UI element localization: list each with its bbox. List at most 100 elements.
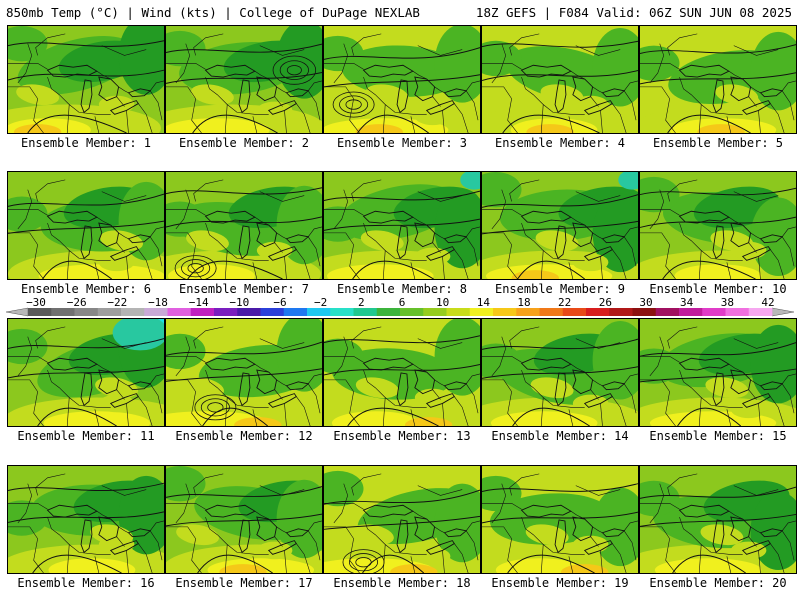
temperature-region [350, 524, 394, 546]
political-border [600, 110, 603, 133]
temperature-region [540, 84, 584, 106]
political-border [733, 338, 779, 349]
political-border [482, 232, 518, 279]
political-border [307, 530, 321, 561]
political-border [324, 356, 364, 363]
political-border [592, 86, 603, 94]
height-contour [187, 263, 204, 274]
colorbar-swatch [400, 308, 424, 316]
political-border [575, 191, 621, 202]
political-border [770, 249, 785, 279]
political-border [781, 226, 796, 237]
political-border [205, 516, 228, 573]
height-contour [324, 489, 480, 505]
political-border [432, 536, 441, 547]
height-contour [640, 187, 796, 196]
colorbar-swatch [167, 308, 192, 316]
temperature-region [592, 193, 638, 273]
colorbar-tick-label: 34 [680, 296, 694, 309]
political-border [758, 110, 761, 133]
colorbar-swatch [609, 308, 633, 316]
political-border [592, 379, 603, 387]
political-border [649, 336, 665, 377]
political-border [69, 104, 111, 115]
ensemble-member-map [639, 171, 797, 280]
political-border [442, 256, 445, 279]
height-contour [357, 114, 429, 133]
temperature-region [181, 377, 224, 399]
political-border [47, 516, 70, 573]
political-border [575, 338, 621, 349]
political-border [96, 70, 111, 80]
height-contour [677, 407, 742, 426]
political-border [640, 86, 676, 133]
political-border [193, 33, 224, 56]
political-border [434, 379, 445, 387]
temperature-region [560, 564, 609, 573]
political-border [640, 526, 676, 573]
temperature-region [434, 26, 480, 103]
political-border [454, 543, 469, 573]
great-lakes-outline [572, 516, 594, 542]
political-border [118, 379, 129, 387]
political-border [728, 70, 743, 80]
political-border [333, 336, 349, 377]
ensemble-member-map [481, 25, 639, 134]
colorbar-tick-label: −10 [229, 296, 249, 309]
political-border [276, 526, 287, 534]
great-lakes-outline [759, 381, 784, 391]
political-border [101, 45, 147, 56]
temperature-region [331, 411, 419, 426]
height-contour [352, 260, 434, 279]
political-border [758, 403, 761, 426]
great-lakes-outline [554, 372, 567, 407]
political-border [575, 485, 621, 496]
height-contour [324, 74, 480, 88]
great-lakes-outline [362, 210, 414, 224]
colorbar-swatch [748, 308, 773, 316]
great-lakes-outline [204, 64, 256, 78]
colorbar-tick-label: 26 [599, 296, 612, 309]
ensemble-member-map [165, 318, 323, 427]
great-lakes-outline [204, 357, 256, 371]
great-lakes-outline [583, 246, 613, 261]
ensemble-member-map [323, 318, 481, 427]
political-border [482, 209, 522, 216]
temperature-region [526, 124, 574, 133]
political-border [770, 543, 785, 573]
political-border [296, 396, 311, 426]
political-border [138, 396, 153, 426]
political-border [521, 76, 544, 133]
political-border [17, 483, 33, 524]
temperature-map [640, 172, 796, 279]
colorbar-right-arrow [771, 307, 795, 317]
political-border [118, 232, 129, 240]
temperature-region [414, 107, 451, 126]
temperature-region [8, 328, 48, 365]
political-border [126, 403, 129, 426]
great-lakes-outline [520, 504, 572, 518]
political-border [307, 383, 321, 414]
great-lakes-outline [741, 100, 771, 115]
political-border [667, 179, 698, 202]
great-lakes-outline [98, 369, 120, 395]
political-border [8, 503, 48, 510]
temperature-map [166, 172, 322, 279]
temperature-region [618, 172, 638, 190]
temperature-region [112, 319, 164, 351]
great-lakes-outline [256, 222, 278, 248]
colorbar-left-arrow [5, 307, 29, 317]
colorbar-swatch [632, 308, 657, 316]
great-lakes-outline [238, 519, 251, 554]
height-contour [667, 114, 751, 133]
political-border [35, 473, 66, 496]
great-lakes-outline [759, 234, 784, 244]
height-contour [8, 69, 164, 81]
temperature-region [219, 564, 267, 573]
political-border [149, 80, 164, 91]
temperature-region [414, 247, 451, 266]
ensemble-member-label: Ensemble Member: 16 [17, 576, 155, 590]
political-border [17, 336, 33, 377]
political-border [612, 396, 627, 426]
political-border [701, 544, 743, 555]
